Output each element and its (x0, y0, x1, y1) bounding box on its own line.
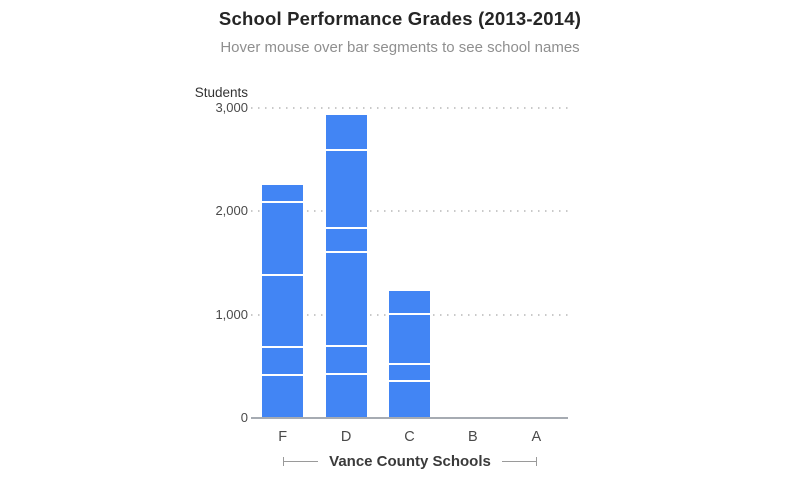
bar-segment-F-2[interactable] (262, 345, 304, 374)
bar-segment-F-3[interactable] (262, 273, 304, 346)
bar-segment-D-6[interactable] (325, 115, 367, 149)
bar-segment-C-1[interactable] (389, 379, 430, 418)
chart-subtitle: Hover mouse over bar segments to see sch… (220, 39, 580, 56)
bar-segment-F-4[interactable] (262, 201, 304, 274)
bar-segment-D-1[interactable] (325, 372, 367, 418)
x-tick-label-C: C (404, 429, 415, 445)
gridline-3000 (251, 107, 568, 109)
bar-segment-D-2[interactable] (325, 345, 367, 373)
chart-header: School Performance Grades (2013-2014) Ho… (0, 8, 800, 56)
bar-segment-C-4[interactable] (389, 290, 430, 313)
y-tick-label-3000: 3,000 (215, 100, 248, 115)
bar-segment-D-3[interactable] (325, 251, 367, 346)
y-tick-label-2000: 2,000 (215, 203, 248, 219)
bracket-right-tick (536, 456, 537, 466)
y-axis-title: Students (194, 85, 248, 100)
gridline-2000 (251, 210, 568, 213)
x-axis-group-bracket: Vance County Schools (283, 452, 537, 470)
bar-segment-C-2[interactable] (389, 363, 430, 380)
bracket-left-tick (283, 456, 284, 466)
bar-segment-F-5[interactable] (262, 184, 304, 201)
bracket-left-line (284, 460, 319, 462)
x-axis-baseline (251, 417, 568, 419)
x-axis-group-label: Vance County Schools (329, 452, 491, 470)
x-tick-label-F: F (278, 429, 288, 445)
y-tick-label-1000: 1,000 (215, 306, 248, 322)
bar-segment-D-4[interactable] (325, 227, 367, 252)
x-tick-label-B: B (468, 429, 478, 445)
chart-title: School Performance Grades (2013-2014) (218, 8, 582, 29)
x-tick-label-D: D (340, 429, 352, 445)
bar-segment-C-3[interactable] (389, 312, 430, 364)
bracket-right-line (501, 460, 536, 462)
y-tick-label-0: 0 (240, 410, 248, 425)
x-tick-label-A: A (531, 429, 542, 445)
bar-segment-D-5[interactable] (325, 148, 367, 228)
bar-segment-F-1[interactable] (262, 373, 304, 418)
